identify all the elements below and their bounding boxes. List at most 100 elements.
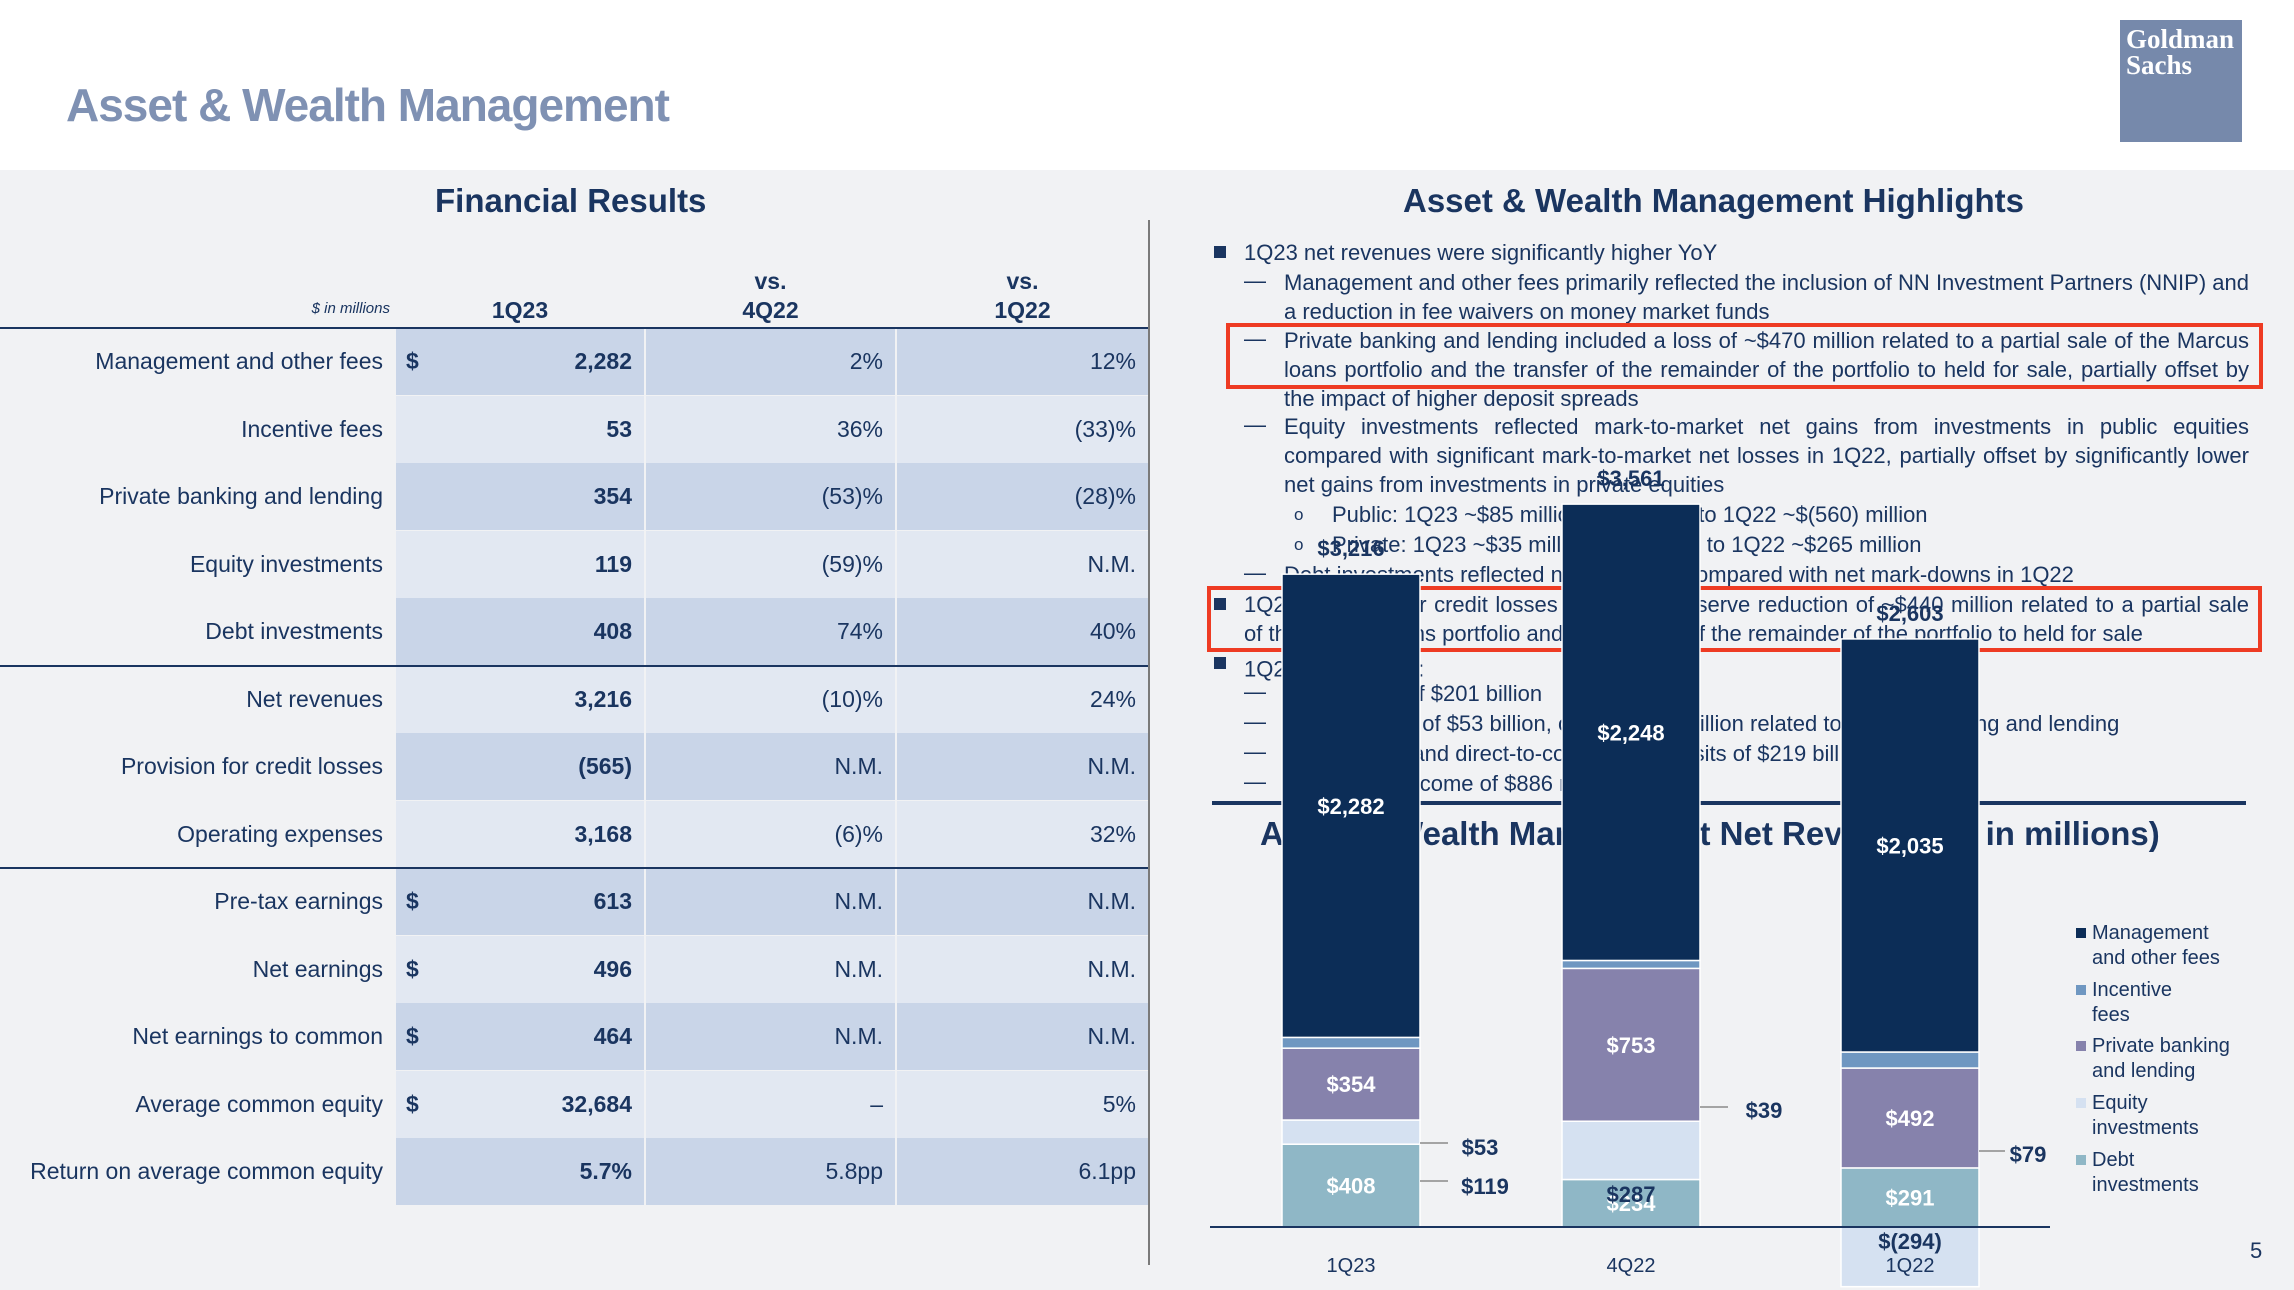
cell-vs-1q22: 6.1pp	[897, 1138, 1148, 1205]
table-row: Net earnings 496 $ N.M. N.M.	[0, 935, 1148, 1003]
data-label: $53	[1462, 1135, 1499, 1160]
row-label: Pre-tax earnings	[214, 888, 383, 914]
page-number: 5	[2250, 1238, 2263, 1263]
cell-vs-1q22: 40%	[897, 598, 1148, 665]
dash-icon: —	[1244, 326, 1266, 351]
table-row: Return on average common equity 5.7% 5.8pp…	[0, 1138, 1148, 1205]
bar-segment	[1561, 503, 1701, 962]
dash-icon: —	[1244, 560, 1266, 585]
highlights-separator	[1212, 801, 2246, 805]
data-label: $354	[1327, 1072, 1377, 1097]
data-label: $234	[1607, 1191, 1657, 1216]
data-label: $492	[1886, 1106, 1935, 1131]
data-label: $753	[1607, 1033, 1656, 1058]
row-label: Provision for credit losses	[120, 753, 383, 779]
cell-vs-1q22: 24%	[897, 665, 1148, 733]
table-row: Average common equity 32,684 $ –5%	[0, 1070, 1148, 1138]
bullet-square-icon	[1214, 598, 1226, 610]
cell-vs-4q22: N.M.	[646, 733, 895, 800]
legend-swatch	[2076, 1155, 2086, 1165]
cell-vs-1q22: 5%	[897, 1070, 1148, 1138]
data-label: $2,282	[1317, 794, 1384, 819]
logo-line-1: Goldman	[2126, 24, 2235, 54]
bullet-square-icon	[1214, 246, 1226, 258]
table-rule	[0, 867, 1148, 869]
legend-label: Management	[2092, 922, 2209, 944]
goldman-sachs-logo: Goldman Sachs	[2120, 20, 2242, 142]
cell-1q23: (565)	[396, 733, 644, 800]
circle-bullet-icon: o	[1294, 535, 1304, 554]
cell-vs-4q22: N.M.	[646, 1003, 895, 1070]
row-label: Debt investments	[205, 618, 383, 644]
cell-vs-1q22: N.M.	[897, 1003, 1148, 1070]
dollar-sign: $	[406, 1090, 419, 1117]
col-header-1q23: 1Q23	[491, 297, 549, 323]
cell-vs-1q22: N.M.	[897, 530, 1148, 598]
highlight-dash-2: Private banking and lending included a l…	[1284, 328, 2249, 411]
legend-label: Private banking	[2092, 1035, 2230, 1057]
row-label: Net earnings	[252, 955, 383, 982]
cell-vs-4q22: 74%	[646, 598, 895, 665]
vertical-divider	[1148, 220, 1150, 1265]
page-title: Asset & Wealth Management	[66, 79, 670, 131]
cell-vs-4q22: (59)%	[646, 530, 895, 598]
cell-vs-1q22: N.M.	[897, 733, 1148, 800]
cell-1q23: 408	[396, 598, 644, 665]
bar-segment	[1281, 1047, 1421, 1121]
legend-label: Debt	[2092, 1149, 2135, 1171]
select-data-colon: :	[1418, 656, 1425, 682]
cell-vs-4q22: N.M.	[646, 935, 895, 1003]
bar-segment	[1281, 1143, 1421, 1228]
col-header-vs-1q22-line1: vs.	[1006, 268, 1039, 294]
data-label: $2,248	[1597, 720, 1664, 745]
bar-segment	[1281, 1036, 1421, 1049]
cell-vs-1q22: (28)%	[897, 463, 1148, 530]
legend-swatch	[2076, 1098, 2086, 1108]
units-note: $ in millions	[311, 300, 390, 317]
cell-1q23: 32,684	[396, 1070, 644, 1138]
cell-vs-1q22: 12%	[897, 328, 1148, 395]
bar-segment	[1840, 1051, 1980, 1069]
col-header-vs-4q22-line2: 4Q22	[742, 297, 799, 323]
col-header-vs-1q22-line2: 1Q22	[994, 297, 1051, 323]
cell-1q23: 2,282	[396, 328, 644, 395]
x-tick-label: 1Q23	[1327, 1255, 1376, 1277]
legend-label: and other fees	[2092, 947, 2220, 969]
table-row: Private banking and lending 354 (53)% (28)%	[0, 463, 1148, 530]
row-label: Return on average common equity	[30, 1158, 383, 1184]
highlight-dash-3: Equity investments reflected mark-to-mar…	[1284, 414, 2249, 497]
cell-1q23: 464	[396, 1003, 644, 1070]
row-label: Net earnings to common	[132, 1023, 383, 1049]
bar-segment	[1840, 638, 1980, 1053]
bar-segment	[1561, 967, 1701, 1122]
table-row: Provision for credit losses (565) N.M. N.M.	[0, 733, 1148, 800]
table-row: Pre-tax earnings 613 $ N.M. N.M.	[0, 868, 1148, 935]
legend-label: investments	[2092, 1117, 2199, 1139]
highlight-dash-1: Management and other fees primarily refl…	[1284, 270, 2249, 324]
data-label: $119	[1461, 1174, 1509, 1199]
legend-swatch	[2076, 985, 2086, 995]
total-label: $3,561	[1597, 466, 1664, 491]
legend-label: Incentive	[2092, 979, 2172, 1001]
cell-1q23: 5.7%	[396, 1138, 644, 1205]
dash-icon: —	[1244, 268, 1266, 293]
highlight-red-box-1	[1226, 323, 2263, 389]
cell-vs-1q22: (33)%	[897, 395, 1148, 463]
col-header-vs-4q22-line1: vs.	[754, 268, 787, 294]
dash-icon: —	[1244, 709, 1266, 734]
table-row: Equity investments 119 (59)% N.M.	[0, 530, 1148, 598]
cell-vs-4q22: N.M.	[646, 868, 895, 935]
legend-swatch	[2076, 1041, 2086, 1051]
cell-vs-1q22: N.M.	[897, 935, 1148, 1003]
highlight-red-box-2	[1207, 586, 2262, 652]
legend-label: and lending	[2092, 1060, 2195, 1082]
dollar-sign: $	[406, 1023, 419, 1049]
data-label: $39	[1746, 1098, 1783, 1123]
table-row: Net earnings to common 464 $ N.M. N.M.	[0, 1003, 1148, 1070]
data-label: $408	[1327, 1174, 1376, 1199]
cell-vs-4q22: 2%	[646, 328, 895, 395]
data-label: $287	[1607, 1182, 1656, 1207]
bar-segment	[1840, 1167, 1980, 1228]
table-row: Net revenues 3,216 (10)% 24%	[0, 665, 1148, 733]
